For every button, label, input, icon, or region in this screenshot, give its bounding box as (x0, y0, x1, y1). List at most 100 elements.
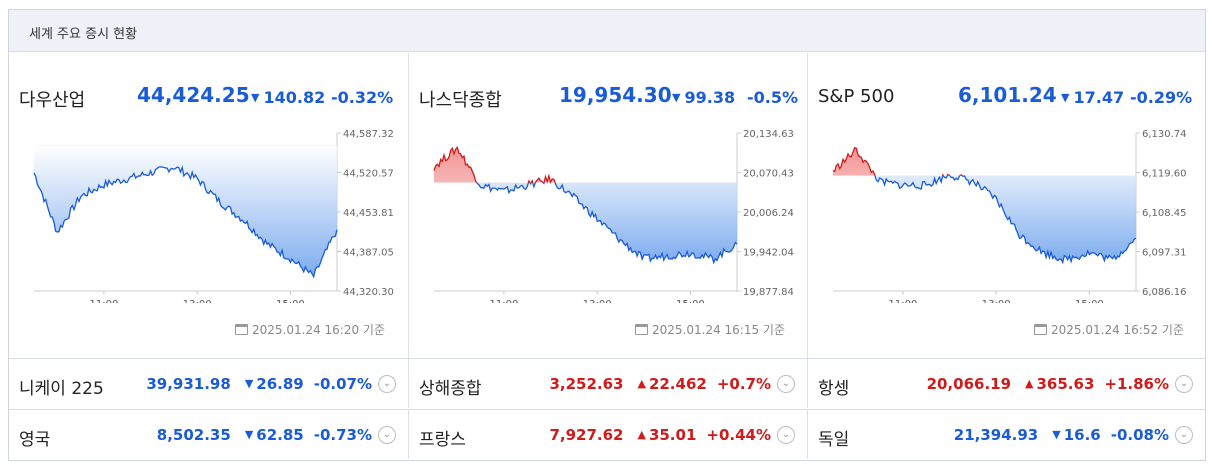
market-change-pct: -0.07% (313, 375, 372, 393)
down-triangle-icon: ▼ (251, 91, 260, 104)
x-tick-label: 15:00 (276, 299, 305, 303)
y-tick-label: 20,070.43 (743, 169, 794, 180)
index-panel-nasdaq[interactable]: 나스닥종합 19,954.30 ▼ 99.38 -0.5% 20,134.63 20… (408, 53, 807, 358)
market-change-pct: -0.73% (313, 426, 372, 444)
y-tick-label: 20,006.24 (743, 208, 794, 219)
area-below-reference (476, 182, 737, 263)
market-quote: 8,502.35 ▼ 62.85 -0.73% (147, 426, 372, 444)
index-name: S&P 500 (818, 86, 895, 107)
intraday-chart: 44,587.32 44,520.57 44,453.81 44,387.05 44,3… (33, 129, 394, 303)
index-value: 19,954.30 (559, 83, 672, 107)
chevron-down-icon[interactable]: ⌄ (777, 426, 795, 444)
market-change: 62.85 (256, 426, 304, 444)
y-tick-label: 44,453.81 (343, 208, 394, 219)
down-triangle-icon: ▼ (1052, 428, 1061, 441)
y-tick-label: 6,097.31 (1142, 248, 1187, 259)
timestamp: 2025.01.24 16:15 기준 (635, 321, 785, 338)
x-tick-label: 11:00 (90, 299, 119, 303)
y-tick-label: 44,320.30 (343, 287, 394, 298)
market-value: 20,066.19 (926, 375, 1012, 393)
widget-header: 세계 주요 증시 현황 (9, 10, 1205, 52)
index-panel-sp500[interactable]: S&P 500 6,101.24 ▼ 17.47 -0.29% 6,130.74 6… (807, 53, 1205, 358)
market-name: 프랑스 (419, 430, 466, 450)
chevron-down-icon[interactable]: ⌄ (378, 375, 396, 393)
market-quote: 21,394.93 ▼ 16.6 -0.08% (944, 426, 1169, 444)
x-tick-label: 15:00 (676, 299, 705, 303)
y-tick-label: 20,134.63 (743, 129, 794, 140)
index-change: ▼ 99.38 (672, 88, 736, 107)
market-value: 7,927.62 (549, 426, 624, 444)
down-triangle-icon: ▼ (672, 91, 681, 104)
market-name: 니케이 225 (19, 379, 104, 399)
market-quote: 20,066.19 ▲ 365.63 +1.86% (917, 375, 1169, 393)
y-tick-label: 6,130.74 (1142, 129, 1187, 140)
market-row-germany[interactable]: 독일 21,394.93 ▼ 16.6 -0.08% ⌄ (807, 409, 1205, 459)
market-change: 35.01 (648, 426, 697, 444)
x-tick-label: 11:00 (889, 299, 918, 303)
y-tick-label: 44,387.05 (343, 248, 394, 259)
market-row-hangseng[interactable]: 항셍 20,066.19 ▲ 365.63 +1.86% ⌄ (807, 358, 1205, 408)
x-tick-label: 13:00 (583, 299, 612, 303)
area-below-reference (34, 145, 337, 277)
market-name: 항셍 (818, 379, 850, 399)
market-value: 8,502.35 (156, 426, 231, 444)
chevron-down-icon[interactable]: ⌄ (1175, 426, 1193, 444)
index-change: ▼ 17.47 (1061, 88, 1125, 107)
calendar-icon (635, 324, 648, 335)
market-quote: 39,931.98 ▼ 26.89 -0.07% (136, 375, 372, 393)
y-tick-label: 19,942.04 (743, 248, 794, 259)
price-line (475, 182, 738, 265)
up-triangle-icon: ▲ (637, 377, 646, 390)
y-tick-label: 44,520.57 (343, 169, 394, 180)
market-change: 365.63 (1036, 375, 1095, 393)
market-change: 26.89 (256, 375, 304, 393)
up-triangle-icon: ▲ (637, 428, 646, 441)
x-tick-label: 11:00 (490, 299, 519, 303)
intraday-chart: 20,134.63 20,070.43 20,006.24 19,942.04 19,8… (433, 129, 794, 303)
market-change-pct: +0.7% (716, 375, 771, 393)
widget-title: 세계 주요 증시 현황 (29, 27, 138, 42)
market-change: 22.462 (648, 375, 707, 393)
up-triangle-icon: ▲ (1025, 377, 1034, 390)
area-above-reference (434, 147, 737, 183)
y-tick-label: 19,877.84 (743, 287, 794, 298)
index-name: 나스닥종합 (419, 90, 502, 111)
x-tick-label: 13:00 (183, 299, 212, 303)
y-tick-label: 6,119.60 (1142, 169, 1187, 180)
index-change: ▼ 140.82 (251, 88, 326, 107)
timestamp: 2025.01.24 16:20 기준 (235, 321, 385, 338)
market-value: 39,931.98 (146, 375, 231, 393)
market-change: 16.6 (1063, 426, 1101, 444)
market-value: 3,252.63 (549, 375, 624, 393)
area-above-reference (833, 147, 963, 176)
down-triangle-icon: ▼ (244, 428, 254, 441)
chevron-down-icon[interactable]: ⌄ (378, 426, 396, 444)
world-market-widget: 세계 주요 증시 현황 다우산업 44,424.25 ▼ 140.82 -0.32… (8, 9, 1206, 461)
price-line (874, 175, 1137, 265)
calendar-icon (235, 324, 248, 335)
y-tick-label: 6,086.16 (1142, 287, 1187, 298)
down-triangle-icon: ▼ (244, 377, 254, 390)
market-value: 21,394.93 (953, 426, 1039, 444)
calendar-icon (1034, 324, 1047, 335)
market-quote: 7,927.62 ▲ 35.01 +0.44% (539, 426, 771, 444)
intraday-chart: 6,130.74 6,119.60 6,108.45 6,097.31 6,086.16… (832, 129, 1187, 303)
price-line (33, 165, 338, 279)
index-change-pct: -0.29% (1130, 88, 1193, 107)
y-tick-label: 6,108.45 (1142, 208, 1187, 219)
index-panel-dow[interactable]: 다우산업 44,424.25 ▼ 140.82 -0.32% 44,587.32 4… (9, 53, 408, 358)
market-change-pct: -0.08% (1110, 426, 1169, 444)
index-value: 6,101.24 (958, 83, 1057, 107)
market-row-uk[interactable]: 영국 8,502.35 ▼ 62.85 -0.73% ⌄ (9, 409, 408, 459)
timestamp: 2025.01.24 16:52 기준 (1034, 321, 1184, 338)
market-row-shanghai[interactable]: 상해종합 3,252.63 ▲ 22.462 +0.7% ⌄ (408, 358, 807, 408)
market-change-pct: +0.44% (706, 426, 771, 444)
area-below-reference (833, 175, 1136, 263)
chevron-down-icon[interactable]: ⌄ (777, 375, 795, 393)
index-value: 44,424.25 (137, 83, 250, 107)
market-row-france[interactable]: 프랑스 7,927.62 ▲ 35.01 +0.44% ⌄ (408, 409, 807, 459)
chevron-down-icon[interactable]: ⌄ (1175, 375, 1193, 393)
market-row-nikkei[interactable]: 니케이 225 39,931.98 ▼ 26.89 -0.07% ⌄ (9, 358, 408, 408)
market-name: 독일 (818, 430, 850, 450)
index-change-pct: -0.32% (331, 88, 394, 107)
